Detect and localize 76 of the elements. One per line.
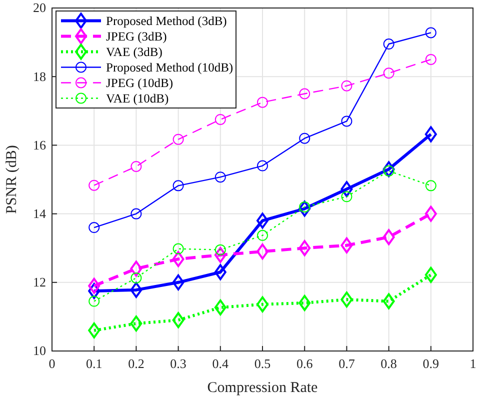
point	[88, 296, 100, 307]
point	[425, 180, 436, 192]
legend-label: JPEG (3dB)	[106, 29, 167, 44]
x-tick-label: 0.3	[170, 356, 186, 372]
point	[88, 278, 100, 294]
legend-label: VAE (10dB)	[106, 91, 169, 106]
point	[425, 27, 436, 38]
legend-label: VAE (3dB)	[106, 44, 162, 59]
legend-label: JPEG (10dB)	[106, 76, 174, 90]
y-axis-title: PSNR (dB)	[4, 145, 20, 214]
point	[256, 296, 268, 312]
point	[257, 230, 268, 241]
legend-label: Proposed Method (3dB)	[106, 14, 227, 28]
point	[298, 240, 311, 256]
x-axis-title: Compression Rate	[207, 380, 318, 396]
point	[382, 161, 395, 178]
point	[172, 251, 184, 268]
point	[214, 264, 226, 280]
point	[383, 38, 394, 50]
point	[88, 222, 100, 234]
point	[257, 96, 268, 108]
x-tick-label: 0.5	[254, 356, 271, 372]
point	[130, 208, 142, 220]
point	[214, 299, 226, 316]
y-tick-label: 18	[33, 68, 46, 84]
point	[88, 180, 100, 191]
point	[299, 88, 310, 100]
point	[340, 181, 353, 198]
point	[341, 191, 352, 202]
x-tick-label: 0.1	[86, 356, 102, 372]
y-tick-label: 16	[33, 137, 46, 152]
legend-label: Proposed Method (10dB)	[106, 60, 234, 74]
point	[172, 312, 184, 328]
y-tick-label: 12	[33, 274, 46, 290]
point	[88, 322, 100, 338]
y-tick-label: 20	[33, 0, 46, 16]
point	[172, 180, 184, 192]
point	[424, 206, 437, 222]
x-tick-label: 0.8	[380, 356, 397, 372]
point	[214, 246, 226, 263]
point	[130, 282, 142, 298]
point	[424, 266, 437, 283]
x-tick-label: 0.9	[422, 356, 440, 372]
point	[298, 294, 311, 311]
x-tick-label: 0	[48, 356, 56, 372]
point	[130, 260, 142, 277]
point	[340, 292, 353, 308]
point	[424, 126, 437, 142]
x-tick-label: 0.2	[128, 356, 144, 372]
x-tick-label: 0.6	[296, 356, 314, 372]
y-tick-label: 10	[33, 343, 46, 358]
point	[382, 229, 395, 246]
point	[88, 282, 100, 299]
point	[256, 244, 268, 260]
x-tick-label: 1	[470, 356, 476, 372]
point	[299, 132, 310, 144]
x-tick-label: 0.4	[212, 356, 230, 372]
point	[425, 54, 436, 65]
point	[130, 272, 142, 284]
point	[130, 160, 142, 172]
point	[256, 212, 268, 229]
x-tick-label: 0.7	[338, 356, 356, 372]
point	[172, 243, 184, 254]
point	[383, 68, 394, 79]
point	[130, 316, 142, 332]
point	[340, 237, 353, 254]
point	[214, 172, 226, 183]
point	[172, 274, 184, 290]
point	[172, 134, 184, 145]
point	[341, 80, 352, 92]
point	[257, 160, 268, 172]
point	[382, 293, 395, 310]
point	[298, 200, 311, 217]
y-tick-label: 14	[33, 206, 46, 221]
point	[341, 116, 352, 127]
point	[214, 114, 226, 125]
